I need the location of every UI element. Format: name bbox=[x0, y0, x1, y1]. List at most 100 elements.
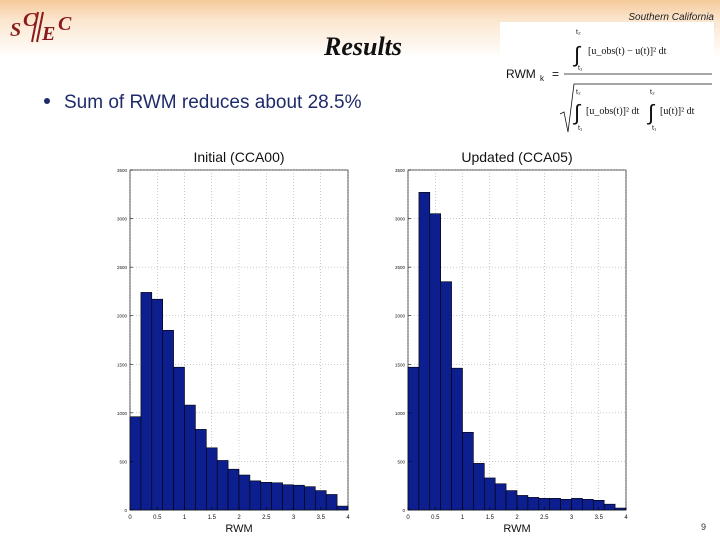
x-tick-label: 2 bbox=[515, 515, 519, 521]
histogram-bar bbox=[603, 503, 616, 511]
x-tick-label: 2 bbox=[237, 515, 241, 521]
y-tick-label: 3000 bbox=[117, 217, 128, 222]
histogram-bar bbox=[527, 497, 540, 511]
formula-denominator-left: [u_obs(t)]² dt bbox=[586, 106, 639, 117]
histogram-bar bbox=[282, 484, 294, 511]
histogram-bar bbox=[293, 484, 305, 511]
x-tick-label: 4 bbox=[346, 515, 350, 521]
y-tick-label: 500 bbox=[119, 459, 127, 464]
y-tick-label: 2000 bbox=[395, 314, 406, 319]
histogram-bar bbox=[238, 474, 251, 511]
bullet-dot bbox=[44, 97, 50, 104]
x-tick-label: 1 bbox=[461, 515, 465, 521]
formula-den-lower-2: t₁ bbox=[652, 125, 657, 132]
y-tick-label: 1500 bbox=[395, 362, 406, 367]
histogram-bar bbox=[140, 292, 153, 511]
histogram-bar bbox=[304, 486, 316, 511]
y-tick-label: 2000 bbox=[117, 314, 128, 319]
formula-den-upper-2: t₂ bbox=[650, 89, 655, 96]
histogram-bar bbox=[549, 498, 561, 511]
histogram-bar bbox=[560, 499, 572, 511]
y-tick-label: 2500 bbox=[395, 265, 406, 270]
histogram-bar bbox=[195, 429, 207, 511]
histogram-bar bbox=[571, 498, 583, 511]
histogram-bar bbox=[173, 366, 185, 511]
formula-lhs: RWM bbox=[506, 67, 536, 81]
x-tick-label: 0.5 bbox=[431, 515, 440, 521]
histogram-bar bbox=[418, 192, 431, 511]
histogram-bar bbox=[271, 482, 283, 511]
formula-denominator-right: [u(t)]² dt bbox=[660, 106, 695, 117]
x-axis-label: RWM bbox=[503, 523, 530, 535]
svg-text:E: E bbox=[41, 23, 55, 45]
x-tick-label: 0 bbox=[128, 515, 132, 521]
histogram-updated: Updated (CCA05) 0 0.5 1 1.5 2 2.5 3 3.5 4 0 500 1000… bbox=[384, 148, 636, 538]
formula-den-integral-1: ∫ bbox=[572, 100, 582, 125]
formula-num-integral: ∫ bbox=[572, 42, 582, 67]
formula-den-lower: t₁ bbox=[578, 125, 583, 132]
x-tick-label: 0.5 bbox=[153, 515, 162, 521]
histogram-svg: Initial (CCA00) 0 0.5 1 1.5 2 2.5 3 3.5 4 0 500 1000… bbox=[117, 149, 350, 535]
x-axis-label: RWM bbox=[225, 523, 252, 535]
histogram-bar bbox=[451, 367, 463, 511]
chart-title: Initial (CCA00) bbox=[193, 149, 284, 165]
histogram-bar bbox=[440, 281, 452, 511]
page-number: 9 bbox=[700, 522, 706, 532]
y-tick-label: 0 bbox=[402, 508, 405, 513]
histogram-bar bbox=[407, 366, 420, 511]
histogram-bar bbox=[151, 298, 163, 511]
x-tick-label: 1.5 bbox=[486, 515, 495, 521]
histogram-bar bbox=[260, 482, 273, 511]
slide-title: Results bbox=[323, 32, 403, 61]
histogram-bar bbox=[184, 404, 196, 511]
histogram-bar bbox=[505, 490, 518, 511]
x-tick-label: 4 bbox=[624, 515, 628, 521]
rwm-formula: RWM k = t₂ ∫ t₁ [u_obs(t) − u(t)]² dt t₂… bbox=[500, 22, 714, 138]
y-tick-label: 1500 bbox=[117, 362, 128, 367]
x-tick-label: 1.5 bbox=[208, 515, 217, 521]
histogram-bar bbox=[582, 499, 594, 511]
histogram-bar bbox=[129, 416, 142, 511]
x-tick-label: 3 bbox=[570, 515, 574, 521]
histogram-svg: Updated (CCA05) 0 0.5 1 1.5 2 2.5 3 3.5 4 0 500 1000… bbox=[395, 149, 628, 535]
histogram-bar bbox=[462, 431, 474, 511]
svg-text:C: C bbox=[23, 9, 37, 31]
x-tick-label: 3 bbox=[292, 515, 296, 521]
histogram-bar bbox=[227, 468, 240, 511]
formula-num-lower: t₁ bbox=[578, 65, 583, 72]
histogram-bar bbox=[206, 447, 218, 511]
histogram-bar bbox=[336, 505, 349, 511]
histogram-bar bbox=[162, 329, 174, 511]
histogram-initial: Initial (CCA00) 0 0.5 1 1.5 2 2.5 3 3.5 4 0 500 1000… bbox=[106, 148, 358, 538]
y-tick-label: 3000 bbox=[395, 217, 406, 222]
scec-logo: S C E C bbox=[10, 9, 72, 45]
x-tick-label: 0 bbox=[406, 515, 410, 521]
y-tick-label: 1000 bbox=[117, 411, 128, 416]
y-tick-label: 3500 bbox=[117, 168, 128, 173]
bullet-point: Sum of RWM reduces about 28.5% bbox=[44, 92, 361, 114]
y-tick-label: 1000 bbox=[395, 411, 406, 416]
histogram-bar bbox=[614, 507, 627, 511]
histogram-bar bbox=[249, 480, 262, 511]
x-tick-label: 1 bbox=[183, 515, 187, 521]
histogram-bar bbox=[516, 495, 529, 511]
y-tick-label: 2500 bbox=[117, 265, 128, 270]
x-tick-label: 2.5 bbox=[540, 515, 549, 521]
formula-num-upper: t₂ bbox=[576, 29, 581, 36]
histogram-bar bbox=[216, 460, 229, 511]
y-tick-label: 3500 bbox=[395, 168, 406, 173]
formula-den-upper: t₂ bbox=[576, 89, 581, 96]
histogram-bar bbox=[494, 483, 507, 511]
formula-lhs-sub: k bbox=[540, 74, 545, 83]
bullet-text: Sum of RWM reduces about 28.5% bbox=[64, 92, 362, 113]
chart-title: Updated (CCA05) bbox=[461, 149, 572, 165]
formula-sqrt bbox=[559, 83, 712, 133]
x-tick-label: 3.5 bbox=[595, 515, 604, 521]
histogram-bar bbox=[484, 477, 496, 511]
formula-den-integral-2: ∫ bbox=[646, 100, 656, 125]
formula-equals: = bbox=[552, 67, 559, 81]
x-tick-label: 3.5 bbox=[317, 515, 326, 521]
formula-numerator: [u_obs(t) − u(t)]² dt bbox=[588, 46, 667, 57]
y-tick-label: 500 bbox=[397, 459, 405, 464]
histogram-bar bbox=[429, 213, 441, 511]
